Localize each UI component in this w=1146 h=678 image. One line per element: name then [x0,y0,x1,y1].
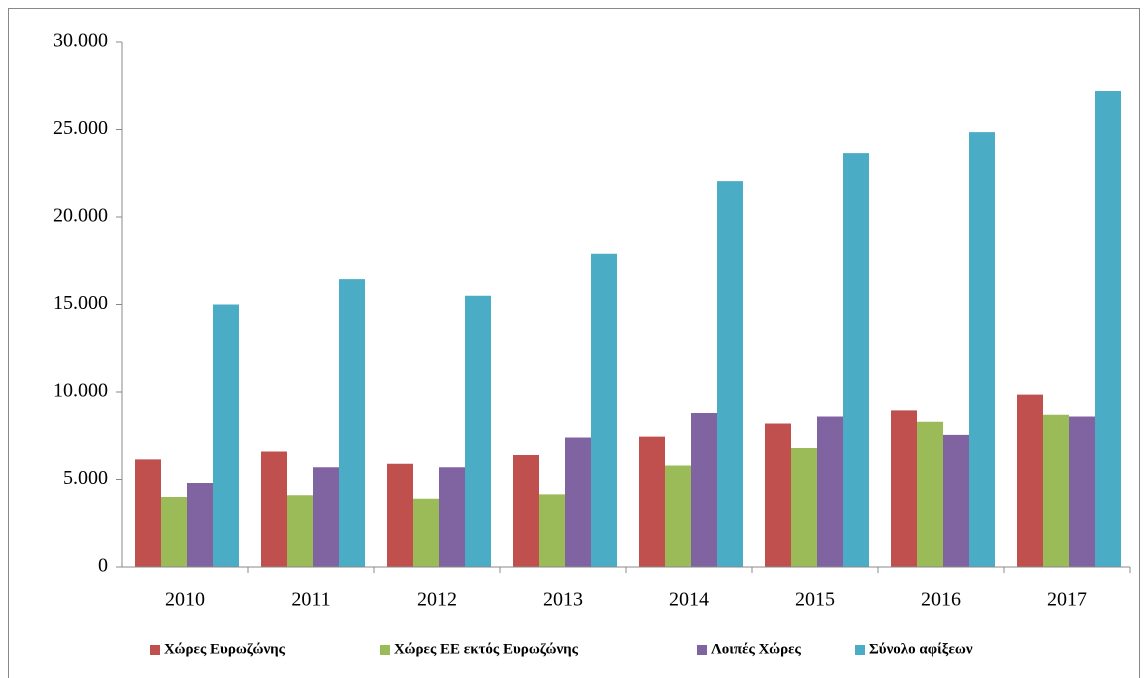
x-tick-label: 2016 [921,589,961,611]
legend-swatch [380,645,390,655]
bar [791,448,817,567]
bar [1069,416,1095,567]
legend-swatch [150,645,160,655]
chart-border [8,8,1140,678]
bar [765,423,791,567]
bar [413,498,439,567]
bar [213,304,239,567]
bar [287,495,313,567]
bar [439,467,465,567]
y-tick-label: 10.000 [53,380,108,402]
bar [187,483,213,567]
legend-label: Χώρες Ευρωζώνης [164,641,286,657]
y-tick-label: 20.000 [53,205,108,227]
x-tick-label: 2013 [543,589,583,611]
legend-swatch [855,645,865,655]
bar [565,437,591,567]
x-tick-label: 2012 [417,589,457,611]
x-tick-label: 2015 [795,589,835,611]
bar [161,497,187,567]
bar [917,421,943,567]
bar [1095,91,1121,567]
y-tick-label: 15.000 [53,292,108,314]
x-tick-label: 2014 [669,589,709,611]
bar [387,463,413,567]
bar [1017,394,1043,567]
bar [665,465,691,567]
legend-swatch [697,645,707,655]
bar [639,436,665,567]
bar [943,434,969,567]
y-tick-label: 0 [98,555,108,577]
x-tick-label: 2011 [291,589,330,611]
bar [135,459,161,567]
bar [465,295,491,567]
legend-label: Χώρες ΕΕ εκτός Ευρωζώνης [394,641,579,657]
legend-label: Λοιπές Χώρες [711,641,802,657]
bar [843,153,869,567]
bar [969,132,995,567]
bar [691,413,717,567]
bar [817,416,843,567]
y-tick-label: 5.000 [63,467,108,489]
bar [1043,414,1069,567]
bar [261,451,287,567]
legend-label: Σύνολο αφίξεων [869,641,973,657]
bar [513,455,539,567]
bar [591,253,617,567]
y-tick-label: 30.000 [53,30,108,52]
y-tick-label: 25.000 [53,117,108,139]
x-tick-label: 2017 [1047,589,1087,611]
bar [313,467,339,567]
x-tick-label: 2010 [165,589,205,611]
bar [717,181,743,567]
bar [339,279,365,567]
bar [539,494,565,567]
bar [891,410,917,567]
